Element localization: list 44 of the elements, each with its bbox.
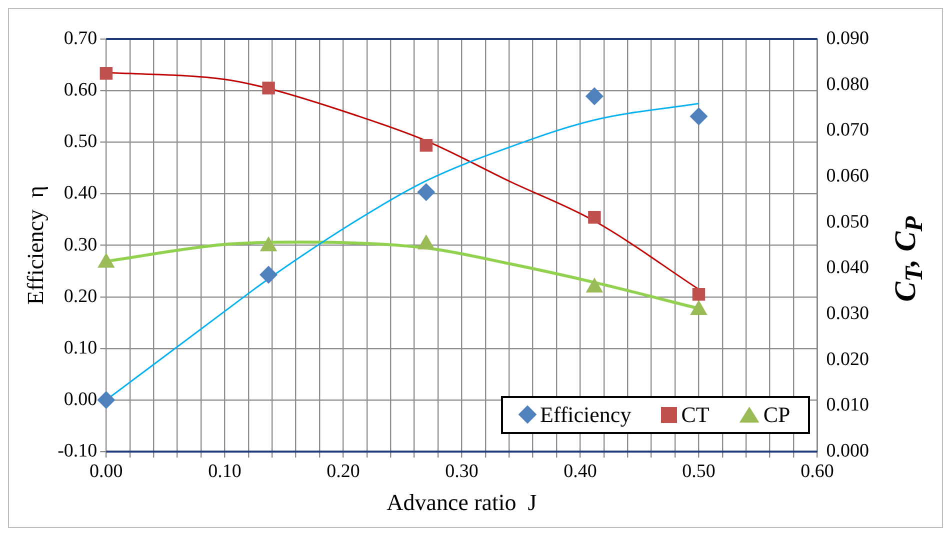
x-tick-label: 0.00 — [90, 460, 123, 482]
y2-tick-label: 0.090 — [826, 28, 869, 49]
point — [98, 252, 115, 268]
y-tick-label: -0.10 — [58, 440, 98, 462]
point — [100, 67, 113, 80]
x-tick-label: 0.60 — [800, 460, 834, 482]
y-tick-label: 0.50 — [64, 131, 98, 152]
y-tick-label: 0.30 — [64, 234, 98, 256]
y-tick-label: 0.20 — [64, 286, 98, 307]
x-tick-label: 0.30 — [445, 460, 478, 482]
point — [586, 277, 604, 292]
legend-label: Efficiency — [540, 402, 632, 428]
y-tick-label: 0.60 — [64, 80, 98, 101]
y2-tick-label: 0.060 — [826, 166, 869, 187]
y2-tick-label: 0.050 — [826, 211, 869, 232]
x-tick-label: 0.20 — [326, 460, 360, 482]
x-tick-label: 0.40 — [564, 460, 597, 482]
y2-tick-label: 0.030 — [826, 303, 869, 324]
point — [690, 300, 708, 315]
y-axis-title: Efficiency η — [22, 186, 48, 305]
y2-tick-label: 0.010 — [826, 394, 869, 416]
y2-tick-label: 0.000 — [826, 440, 869, 462]
y2-tick-label: 0.070 — [826, 120, 869, 141]
point — [417, 183, 436, 202]
point — [260, 236, 278, 252]
y-tick-label: 0.10 — [64, 337, 98, 358]
point — [418, 234, 435, 250]
legend-label: CT — [681, 402, 710, 428]
y2-tick-label: 0.020 — [826, 348, 869, 370]
point — [97, 391, 116, 410]
y2-tick-label: 0.080 — [826, 74, 869, 95]
y-tick-label: 0.40 — [64, 182, 98, 204]
legend-label: CP — [763, 402, 790, 428]
x-axis-title: Advance ratio J — [386, 490, 537, 516]
point — [585, 87, 604, 106]
point — [420, 138, 433, 152]
point — [260, 266, 278, 284]
point — [262, 82, 275, 94]
x-tick-label: 0.10 — [208, 460, 242, 482]
y2-tick-label: 0.040 — [826, 257, 869, 278]
point — [690, 107, 708, 126]
y-tick-label: 0.70 — [64, 28, 98, 49]
y-tick-label: 0.00 — [64, 389, 98, 410]
x-tick-label: 0.50 — [682, 460, 716, 482]
